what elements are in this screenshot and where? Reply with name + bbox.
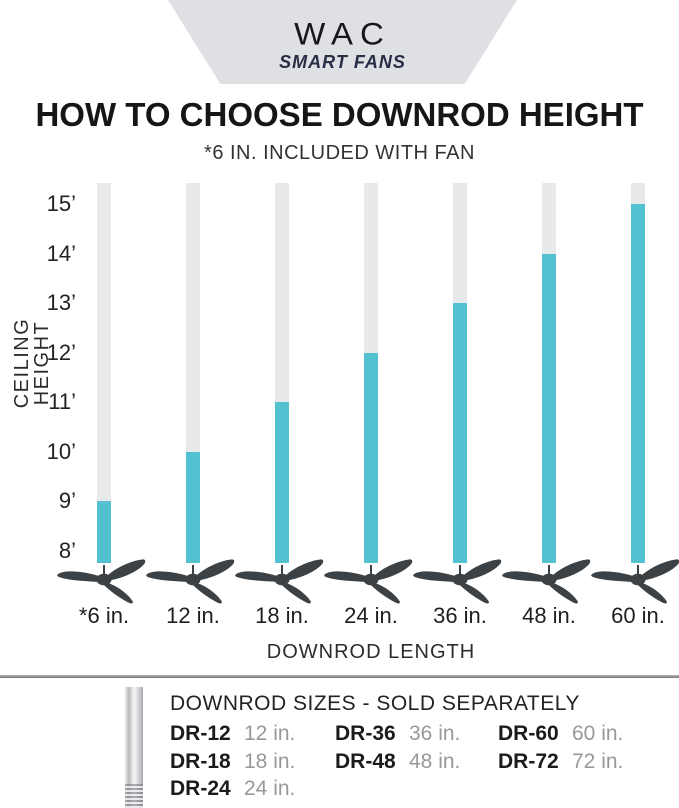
y-tick-label: 12’ — [46, 340, 76, 365]
page-subtitle: *6 IN. INCLUDED WITH FAN — [204, 142, 475, 164]
y-tick-label: 14’ — [46, 241, 76, 266]
downrod-model: DR-24 — [170, 777, 231, 800]
y-tick-label: 15’ — [46, 191, 76, 216]
downrod-model: DR-72 — [498, 749, 559, 773]
x-tick-label: 48 in. — [522, 603, 576, 628]
section-divider — [0, 675, 679, 678]
ceiling-bar-track — [97, 183, 111, 563]
page-title: HOW TO CHOOSE DOWNROD HEIGHT — [35, 95, 644, 134]
downrod-size: 24 in. — [244, 777, 296, 800]
downrod-model: DR-18 — [170, 749, 231, 773]
fan-downrod-stem — [281, 565, 283, 581]
downrod-model: DR-60 — [498, 722, 559, 745]
x-tick-label: 60 in. — [611, 603, 665, 628]
ceiling-fan-icon — [234, 558, 330, 609]
downrod-size: 12 in. — [244, 722, 296, 745]
downrod-size: 72 in. — [572, 749, 624, 773]
ceiling-fan-icon — [145, 558, 241, 609]
downrod-entry: DR-48 48 in. — [335, 750, 460, 774]
ceiling-fan-icon — [501, 558, 597, 609]
x-axis-title: DOWNROD LENGTH — [266, 641, 476, 663]
ceiling-fan-icon — [56, 558, 152, 609]
downrod-entry: DR-36 36 in. — [335, 722, 460, 746]
downrod-size: 36 in. — [409, 722, 461, 745]
downrod-bar-fill — [453, 303, 467, 563]
downrod-size: 48 in. — [409, 749, 461, 773]
downrod-entry: DR-72 72 in. — [498, 750, 623, 774]
downrod-bar-fill — [364, 353, 378, 563]
fan-downrod-stem — [192, 565, 194, 581]
y-tick-label: 10’ — [46, 439, 76, 464]
y-tick-label: 11’ — [48, 389, 76, 414]
ceiling-fan-icon — [412, 558, 508, 609]
downrod-model: DR-12 — [170, 722, 231, 745]
brand-logo: WAC SMART FANS — [168, 0, 517, 84]
x-tick-label: 24 in. — [344, 603, 398, 628]
downrod-entry: DR-12 12 in. — [170, 722, 295, 746]
brand-tagline: SMART FANS — [279, 52, 406, 72]
fan-downrod-stem — [459, 565, 461, 581]
downrod-entry: DR-60 60 in. — [498, 722, 623, 746]
x-tick-label: 36 in. — [433, 603, 487, 628]
downrod-threads — [125, 784, 143, 808]
downrod-entry: DR-18 18 in. — [170, 750, 295, 774]
downrod-entry: DR-24 24 in. — [170, 777, 295, 801]
downrod-bar-fill — [186, 452, 200, 563]
downrod-bar-fill — [631, 204, 645, 563]
fan-downrod-stem — [548, 565, 550, 581]
downrod-bar-fill — [275, 402, 289, 563]
downrod-model: DR-36 — [335, 722, 396, 745]
x-tick-label: *6 in. — [78, 603, 130, 628]
fan-downrod-stem — [103, 565, 105, 581]
downrod-model: DR-48 — [335, 749, 396, 773]
brand-name: WAC — [294, 15, 391, 52]
y-tick-label: 8’ — [58, 538, 76, 563]
downrod-size: 18 in. — [244, 749, 296, 773]
fan-downrod-stem — [637, 565, 639, 581]
downrod-size: 60 in. — [572, 722, 624, 745]
y-tick-label: 13’ — [46, 290, 76, 315]
x-tick-label: 12 in. — [166, 603, 220, 628]
footer-title: DOWNROD SIZES - SOLD SEPARATELY — [170, 692, 580, 715]
downrod-bar-fill — [97, 501, 111, 563]
ceiling-fan-icon — [590, 558, 679, 609]
downrod-photo-icon — [125, 687, 143, 808]
y-tick-label: 9’ — [58, 488, 76, 513]
x-tick-label: 18 in. — [255, 603, 309, 628]
downrod-height-chart: CEILING HEIGHT DOWNROD LENGTH 15’ 14’ 13’ 1… — [11, 183, 679, 663]
fan-downrod-stem — [370, 565, 372, 581]
downrod-bar-fill — [542, 254, 556, 563]
ceiling-fan-icon — [323, 558, 419, 609]
